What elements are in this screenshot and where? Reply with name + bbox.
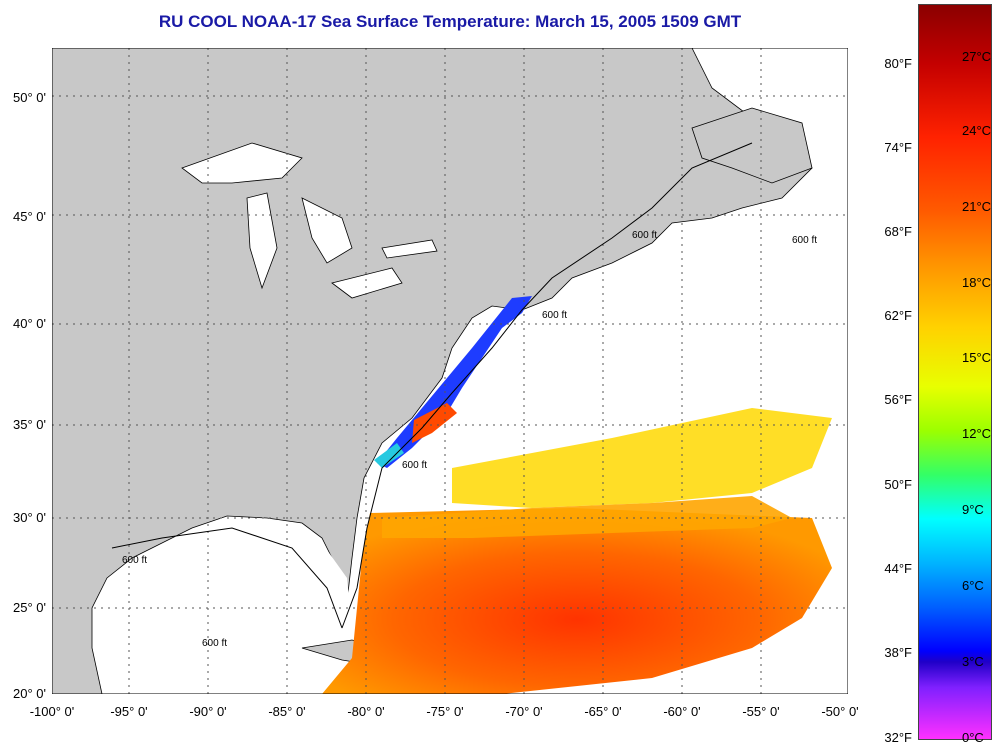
lon-label-95: -95° 0' <box>110 704 148 719</box>
lon-label-75: -75° 0' <box>426 704 464 719</box>
lat-label-40: 40° 0' <box>13 316 46 331</box>
lat-label-25: 25° 0' <box>13 600 46 615</box>
lon-label-50: -50° 0' <box>821 704 859 719</box>
isobath-label-5: 600 ft <box>632 230 657 241</box>
celsius-label-18: 18°C <box>962 275 992 290</box>
fahrenheit-label-38: 38°F <box>884 645 912 660</box>
isobath-600ft <box>111 142 753 629</box>
temperature-colorbar <box>918 4 992 740</box>
lon-label-100: -100° 0' <box>29 704 75 719</box>
sst-transition-band <box>382 496 792 538</box>
lon-label-65: -65° 0' <box>584 704 622 719</box>
sst-midlat-band <box>452 408 832 508</box>
map-title: RU COOL NOAA-17 Sea Surface Temperature:… <box>158 12 742 31</box>
lon-label-55: -55° 0' <box>742 704 780 719</box>
celsius-label-12: 12°C <box>962 426 992 441</box>
lat-label-20: 20° 0' <box>13 686 46 701</box>
sst-warm-region <box>322 508 832 694</box>
isobath-label-2: 600 ft <box>122 555 147 566</box>
isobath-label-1: 600 ft <box>402 460 427 471</box>
lat-label-50: 50° 0' <box>13 90 46 105</box>
celsius-label-27: 27°C <box>962 49 992 64</box>
isobath-label-4: 600 ft <box>542 310 567 321</box>
celsius-label-6: 6°C <box>962 578 984 593</box>
lon-label-85: -85° 0' <box>268 704 306 719</box>
fahrenheit-label-44: 44°F <box>884 561 912 576</box>
isobath-label-6: 600 ft <box>792 235 817 246</box>
lon-label-80: -80° 0' <box>347 704 385 719</box>
fahrenheit-label-50: 50°F <box>884 477 912 492</box>
fahrenheit-label-80: 80°F <box>884 56 912 71</box>
lon-label-90: -90° 0' <box>189 704 227 719</box>
isobath-label-3: 600 ft <box>202 638 227 649</box>
great-lakes <box>181 142 438 299</box>
celsius-label-15: 15°C <box>962 350 992 365</box>
lon-label-60: -60° 0' <box>663 704 701 719</box>
sst-shelf-cyan <box>374 443 404 468</box>
fahrenheit-label-68: 68°F <box>884 224 912 239</box>
celsius-label-3: 3°C <box>962 654 984 669</box>
celsius-label-24: 24°C <box>962 123 992 138</box>
lat-label-45: 45° 0' <box>13 209 46 224</box>
celsius-label-9: 9°C <box>962 502 984 517</box>
lat-label-35: 35° 0' <box>13 417 46 432</box>
graticule <box>52 48 848 694</box>
land-north-america <box>52 48 813 694</box>
fahrenheit-label-62: 62°F <box>884 308 912 323</box>
fahrenheit-label-32: 32°F <box>884 730 912 745</box>
lat-label-30: 30° 0' <box>13 510 46 525</box>
fahrenheit-label-56: 56°F <box>884 392 912 407</box>
celsius-label-21: 21°C <box>962 199 992 214</box>
celsius-label-0: 0°C <box>962 730 984 745</box>
fahrenheit-label-74: 74°F <box>884 140 912 155</box>
gulf-of-mexico <box>97 528 352 694</box>
land-newfoundland <box>691 107 813 184</box>
sst-gulf-stream <box>412 403 457 443</box>
sst-map: 600 ft 600 ft 600 ft 600 ft 600 ft 600 f… <box>52 48 848 694</box>
lon-label-70: -70° 0' <box>505 704 543 719</box>
